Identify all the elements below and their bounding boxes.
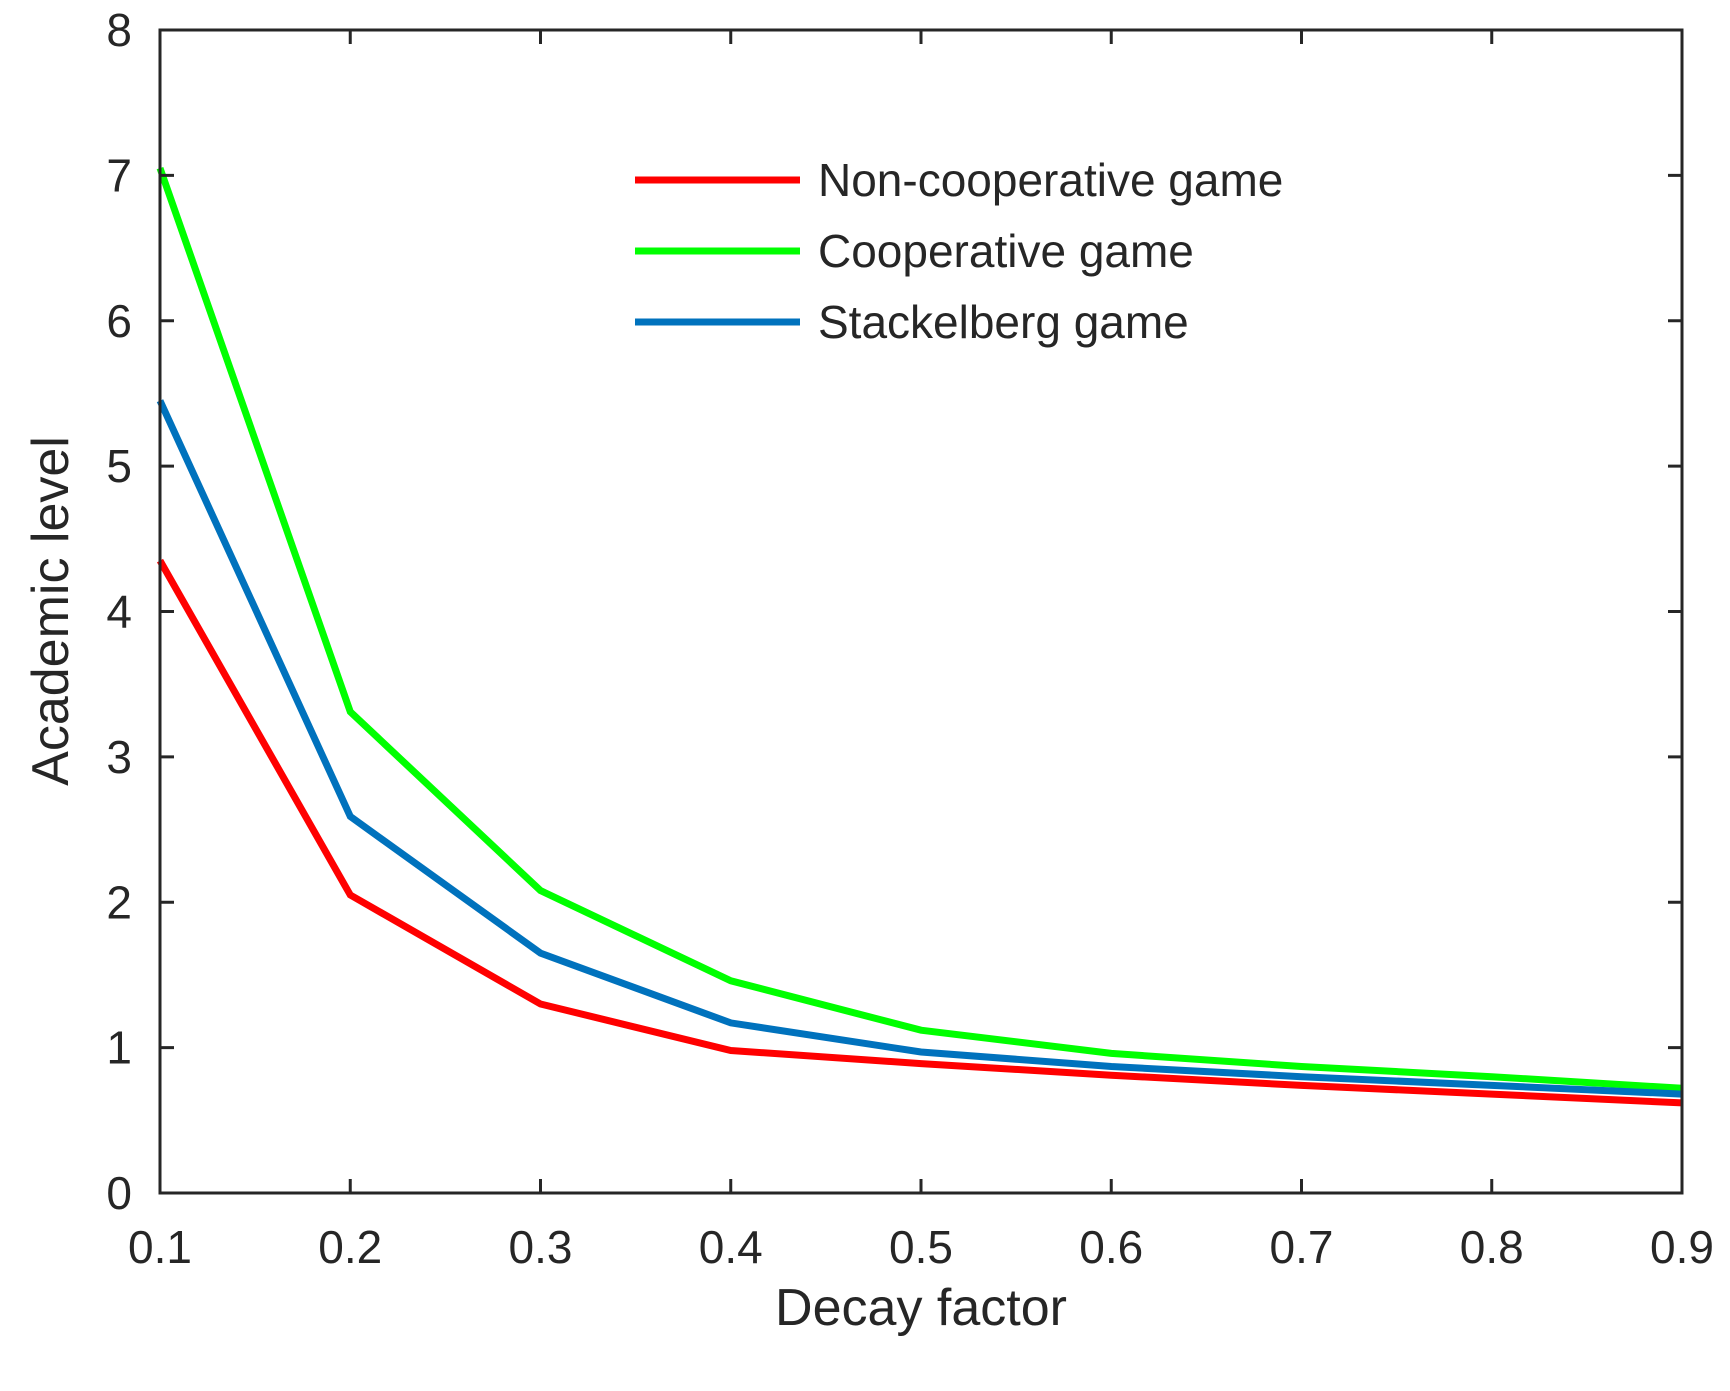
legend-label: Non-cooperative game [818,154,1283,206]
plot-area [160,30,1682,1193]
plot-frame [158,28,1684,1195]
y-tick-label: 8 [106,4,132,56]
x-tick-label: 0.8 [1460,1221,1524,1273]
series-line-cooperative-game [156,166,1683,1092]
y-tick-label: 6 [106,295,132,347]
series-line-non-cooperative-game [156,558,1683,1107]
y-tick-label: 1 [106,1022,132,1074]
x-axis-label: Decay factor [775,1279,1067,1337]
x-tick-label: 0.9 [1650,1221,1714,1273]
legend-label: Cooperative game [818,225,1194,277]
y-axis-label: Academic level [22,436,80,786]
y-tick-label: 0 [106,1167,132,1219]
x-tick-label: 0.1 [128,1221,192,1273]
tick-layer: 0.1 0.2 0.3 0.4 0.5 0.6 0.7 0.8 0.9 0 1 2 3 4 5 6 7 8 [106,4,1714,1273]
x-tick-label: 0.3 [509,1221,573,1273]
x-tick-label: 0.6 [1079,1221,1143,1273]
x-tick-label: 0.7 [1270,1221,1334,1273]
series-line-stackelberg-game [156,399,1683,1098]
y-tick-label: 3 [106,731,132,783]
y-tick-label: 4 [106,586,132,638]
x-tick-label: 0.4 [699,1221,763,1273]
series-layer [156,166,1683,1107]
legend: Non-cooperative game Cooperative game Stac… [635,154,1283,348]
x-tick-label: 0.2 [318,1221,382,1273]
y-tick-label: 7 [106,149,132,201]
legend-label: Stackelberg game [818,296,1189,348]
x-tick-label: 0.5 [889,1221,953,1273]
y-tick-label: 2 [106,876,132,928]
y-tick-label: 5 [106,440,132,492]
